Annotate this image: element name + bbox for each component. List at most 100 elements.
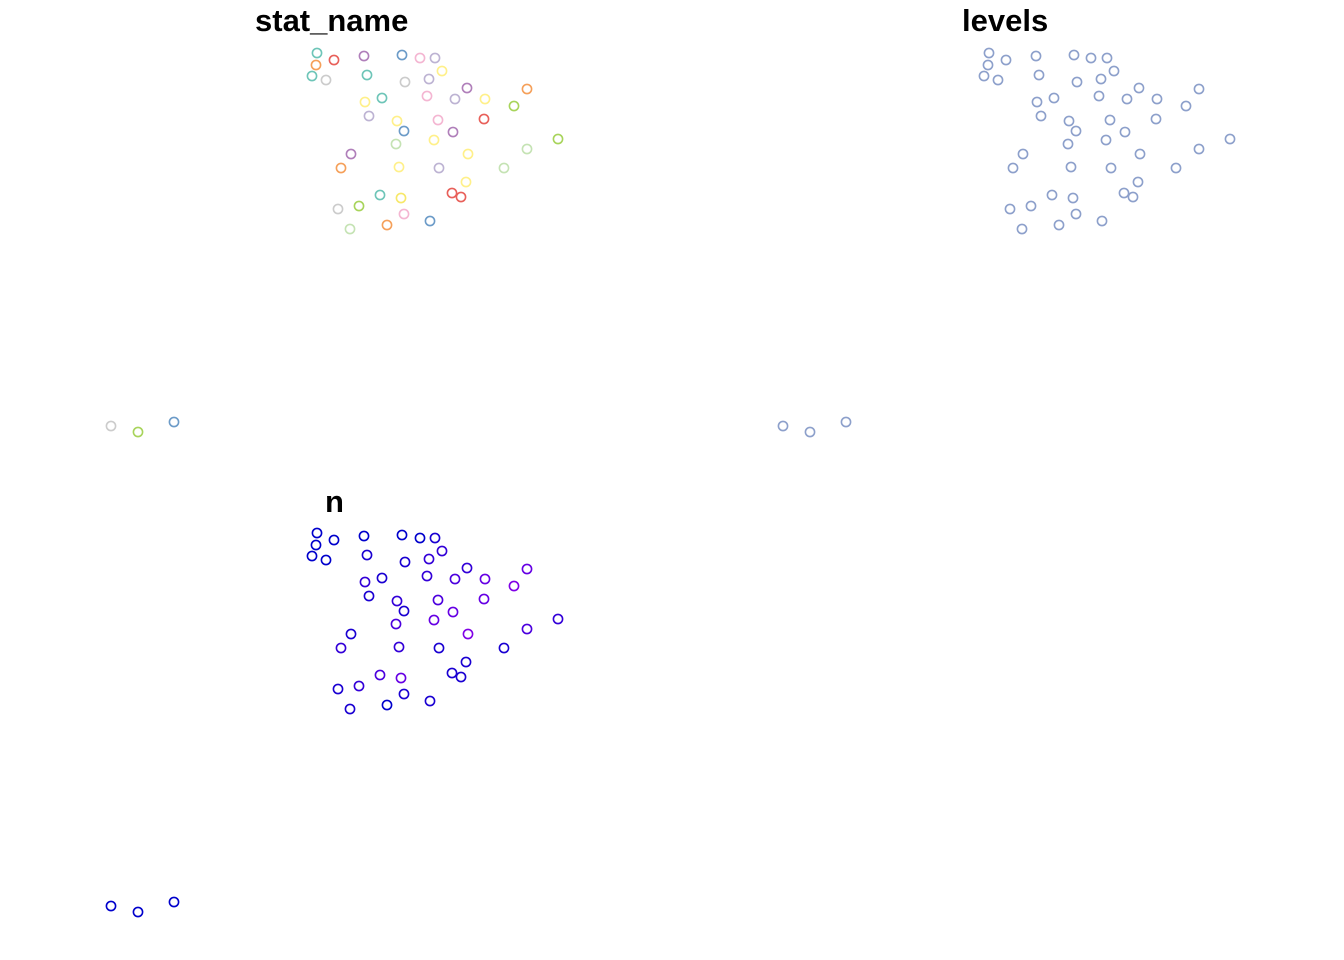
data-point <box>398 125 410 137</box>
data-point <box>376 92 388 104</box>
data-point <box>374 669 386 681</box>
data-point <box>1071 76 1083 88</box>
data-point <box>168 896 180 908</box>
data-point <box>1033 69 1045 81</box>
data-point <box>428 614 440 626</box>
data-point <box>1193 83 1205 95</box>
data-point <box>320 554 332 566</box>
data-point <box>432 594 444 606</box>
panel-n-points <box>105 527 564 918</box>
data-point <box>478 593 490 605</box>
data-point <box>436 65 448 77</box>
data-point <box>353 200 365 212</box>
data-point <box>1119 126 1131 138</box>
panel-levels-points <box>777 47 1236 438</box>
data-point <box>374 189 386 201</box>
data-point <box>310 59 322 71</box>
data-point <box>1025 200 1037 212</box>
data-point <box>1063 115 1075 127</box>
panel-title-n: n <box>325 484 344 519</box>
data-point <box>983 47 995 59</box>
data-point <box>168 416 180 428</box>
data-point <box>1118 187 1130 199</box>
data-point <box>449 573 461 585</box>
data-point <box>552 613 564 625</box>
data-point <box>1053 219 1065 231</box>
data-point <box>344 223 356 235</box>
data-point <box>1046 189 1058 201</box>
data-point <box>332 683 344 695</box>
data-point <box>359 576 371 588</box>
data-point <box>414 52 426 64</box>
data-point <box>390 618 402 630</box>
data-point <box>390 138 402 150</box>
data-point <box>1151 93 1163 105</box>
data-point <box>498 642 510 654</box>
data-point <box>311 527 323 539</box>
data-point <box>1070 125 1082 137</box>
data-point <box>777 420 789 432</box>
data-point <box>433 162 445 174</box>
data-point <box>446 187 458 199</box>
data-point <box>1100 134 1112 146</box>
data-point <box>353 680 365 692</box>
data-point <box>1224 133 1236 145</box>
data-point <box>1105 162 1117 174</box>
data-point <box>508 100 520 112</box>
data-point <box>1016 223 1028 235</box>
data-point <box>1104 114 1116 126</box>
panel-stat-name-points <box>105 47 564 438</box>
data-point <box>335 642 347 654</box>
data-point <box>328 534 340 546</box>
data-point <box>1101 52 1113 64</box>
data-point <box>1048 92 1060 104</box>
data-point <box>381 699 393 711</box>
data-point <box>132 906 144 918</box>
data-point <box>345 148 357 160</box>
data-point <box>396 49 408 61</box>
data-point <box>320 74 332 86</box>
data-point <box>429 532 441 544</box>
data-point <box>306 550 318 562</box>
data-point <box>1132 176 1144 188</box>
data-point <box>1108 65 1120 77</box>
data-point <box>1062 138 1074 150</box>
data-point <box>311 47 323 59</box>
data-point <box>399 556 411 568</box>
data-point <box>552 133 564 145</box>
data-point <box>446 667 458 679</box>
data-point <box>395 192 407 204</box>
data-point <box>436 545 448 557</box>
data-point <box>376 572 388 584</box>
data-point <box>391 115 403 127</box>
data-point <box>132 426 144 438</box>
data-point <box>992 74 1004 86</box>
data-point <box>1127 191 1139 203</box>
data-point <box>521 83 533 95</box>
data-point <box>1150 113 1162 125</box>
data-point <box>1007 162 1019 174</box>
data-point <box>1170 162 1182 174</box>
data-point <box>328 54 340 66</box>
data-point <box>359 96 371 108</box>
data-point <box>1065 161 1077 173</box>
data-point <box>1031 96 1043 108</box>
data-point <box>1030 50 1042 62</box>
data-point <box>421 570 433 582</box>
data-point <box>395 672 407 684</box>
data-point <box>361 69 373 81</box>
data-point <box>344 703 356 715</box>
data-point <box>424 215 436 227</box>
data-point <box>1093 90 1105 102</box>
data-point <box>1134 148 1146 160</box>
data-point <box>345 628 357 640</box>
data-point <box>1180 100 1192 112</box>
data-point <box>1121 93 1133 105</box>
data-point <box>460 656 472 668</box>
data-point <box>398 605 410 617</box>
data-point <box>804 426 816 438</box>
data-point <box>447 606 459 618</box>
data-point <box>433 642 445 654</box>
data-point <box>428 134 440 146</box>
